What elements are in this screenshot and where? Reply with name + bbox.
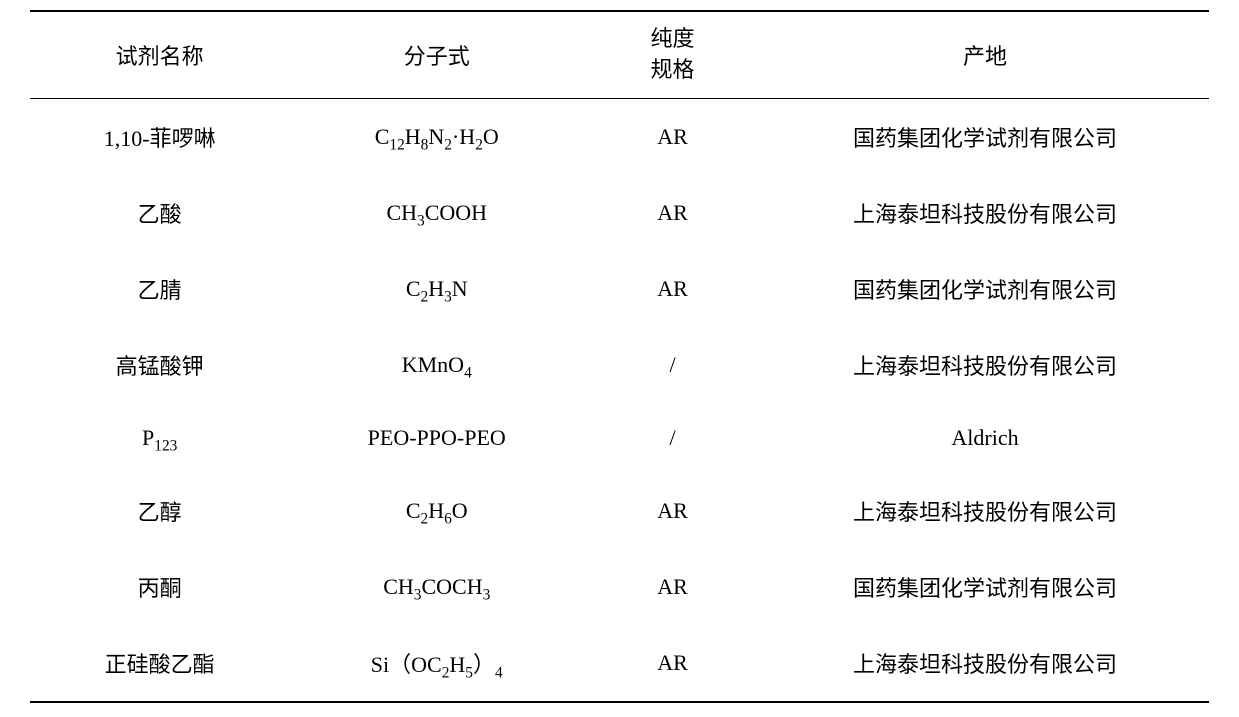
table-row: 丙酮CH3COCH3AR国药集团化学试剂有限公司	[30, 549, 1209, 625]
header-purity-line2: 规格	[651, 57, 695, 82]
table-row: 1,10-菲啰啉C12H8N2·H2OAR国药集团化学试剂有限公司	[30, 98, 1209, 175]
table-row: P123PEO-PPO-PEO/Aldrich	[30, 403, 1209, 473]
header-formula: 分子式	[289, 11, 584, 98]
cell-name: 正硅酸乙酯	[30, 625, 289, 702]
header-name: 试剂名称	[30, 11, 289, 98]
cell-name: 乙醇	[30, 473, 289, 549]
header-origin: 产地	[761, 11, 1209, 98]
table-body: 1,10-菲啰啉C12H8N2·H2OAR国药集团化学试剂有限公司乙酸CH3CO…	[30, 98, 1209, 702]
cell-formula: C12H8N2·H2O	[289, 98, 584, 175]
cell-formula: C2H6O	[289, 473, 584, 549]
table-row: 高锰酸钾KMnO4/上海泰坦科技股份有限公司	[30, 327, 1209, 403]
cell-origin: 上海泰坦科技股份有限公司	[761, 625, 1209, 702]
cell-purity: AR	[584, 98, 761, 175]
cell-formula: CH3COCH3	[289, 549, 584, 625]
cell-origin: 国药集团化学试剂有限公司	[761, 251, 1209, 327]
header-purity-line1: 纯度	[651, 26, 695, 51]
cell-purity: /	[584, 403, 761, 473]
cell-name: 1,10-菲啰啉	[30, 98, 289, 175]
header-purity: 纯度 规格	[584, 11, 761, 98]
cell-purity: /	[584, 327, 761, 403]
cell-name: 乙腈	[30, 251, 289, 327]
cell-formula: Si（OC2H5）4	[289, 625, 584, 702]
cell-purity: AR	[584, 549, 761, 625]
cell-origin: 国药集团化学试剂有限公司	[761, 98, 1209, 175]
cell-purity: AR	[584, 625, 761, 702]
cell-name: 丙酮	[30, 549, 289, 625]
cell-origin: 上海泰坦科技股份有限公司	[761, 327, 1209, 403]
cell-name: P123	[30, 403, 289, 473]
cell-purity: AR	[584, 175, 761, 251]
cell-formula: PEO-PPO-PEO	[289, 403, 584, 473]
cell-origin: Aldrich	[761, 403, 1209, 473]
table-row: 乙酸CH3COOHAR上海泰坦科技股份有限公司	[30, 175, 1209, 251]
cell-name: 高锰酸钾	[30, 327, 289, 403]
cell-name: 乙酸	[30, 175, 289, 251]
cell-purity: AR	[584, 251, 761, 327]
cell-formula: C2H3N	[289, 251, 584, 327]
table-row: 乙腈C2H3NAR国药集团化学试剂有限公司	[30, 251, 1209, 327]
cell-origin: 上海泰坦科技股份有限公司	[761, 473, 1209, 549]
reagent-table: 试剂名称 分子式 纯度 规格 产地 1,10-菲啰啉C12H8N2·H2OAR国…	[30, 10, 1209, 703]
table-row: 正硅酸乙酯Si（OC2H5）4AR上海泰坦科技股份有限公司	[30, 625, 1209, 702]
cell-purity: AR	[584, 473, 761, 549]
cell-origin: 上海泰坦科技股份有限公司	[761, 175, 1209, 251]
reagent-table-container: 试剂名称 分子式 纯度 规格 产地 1,10-菲啰啉C12H8N2·H2OAR国…	[0, 0, 1239, 713]
cell-origin: 国药集团化学试剂有限公司	[761, 549, 1209, 625]
table-row: 乙醇C2H6OAR上海泰坦科技股份有限公司	[30, 473, 1209, 549]
cell-formula: KMnO4	[289, 327, 584, 403]
table-header: 试剂名称 分子式 纯度 规格 产地	[30, 11, 1209, 98]
cell-formula: CH3COOH	[289, 175, 584, 251]
